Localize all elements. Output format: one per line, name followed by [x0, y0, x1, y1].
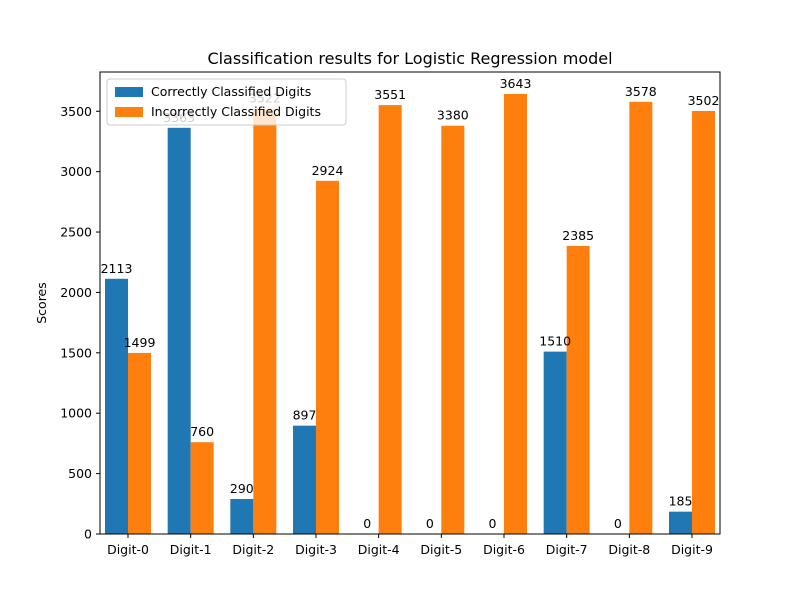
- bar-correct: [167, 127, 191, 534]
- x-tick-label: Digit-8: [608, 542, 650, 557]
- x-axis: Digit-0 Digit-1 Digit-2 Digit-3 Digit-4 Digit…: [107, 534, 713, 557]
- bar-value-label: 3551: [374, 87, 406, 102]
- bar-value-label: 2113: [101, 261, 133, 276]
- bar-labels-layer: 2113149933637602903522897292403551033800…: [101, 76, 720, 531]
- bar-correct: [105, 278, 128, 534]
- bar-incorrect: [441, 125, 465, 534]
- x-tick-label: Digit-7: [546, 542, 588, 557]
- bar-incorrect: [629, 101, 653, 534]
- bar-incorrect: [253, 108, 277, 534]
- x-tick-label: Digit-5: [420, 542, 462, 557]
- bar-value-label: 0: [426, 516, 434, 531]
- legend-label-incorrect: Incorrectly Classified Digits: [151, 104, 321, 119]
- bar-value-label: 185: [669, 494, 693, 509]
- y-tick-label: 0: [84, 527, 92, 542]
- y-tick-label: 500: [68, 466, 92, 481]
- legend-swatch-incorrect: [115, 107, 143, 117]
- legend-label-correct: Correctly Classified Digits: [151, 84, 311, 99]
- bar-value-label: 3578: [625, 84, 657, 99]
- bar-incorrect: [190, 442, 214, 534]
- bar-incorrect: [378, 105, 402, 534]
- legend-frame: [106, 78, 347, 126]
- legend-swatch-correct: [115, 87, 143, 97]
- x-tick-label: Digit-1: [170, 542, 212, 557]
- bar-value-label: 0: [489, 516, 497, 531]
- bar-incorrect: [566, 245, 590, 534]
- y-axis: 0 500 1000 1500 2000 2500 3000 3500: [60, 104, 100, 542]
- y-tick-label: 1000: [60, 406, 92, 421]
- y-tick-label: 2000: [60, 285, 92, 300]
- x-tick-label: Digit-6: [483, 542, 525, 557]
- y-tick-label: 1500: [60, 345, 92, 360]
- bar-value-label: 290: [230, 481, 254, 496]
- bar-value-label: 760: [190, 424, 214, 439]
- bar-value-label: 2924: [312, 163, 344, 178]
- bar-value-label: 1499: [124, 335, 156, 350]
- bar-incorrect: [504, 93, 527, 535]
- chart-title: Classification results for Logistic Regr…: [207, 49, 612, 68]
- bars-layer: [105, 93, 715, 535]
- bar-correct: [293, 425, 316, 534]
- bar-value-label: 3502: [688, 93, 720, 108]
- bar-incorrect: [692, 111, 715, 534]
- y-tick-label: 3000: [60, 164, 92, 179]
- bar-value-label: 3643: [500, 76, 532, 91]
- bar-value-label: 897: [293, 408, 317, 423]
- y-axis-label: Scores: [34, 282, 49, 324]
- bar-value-label: 3380: [437, 108, 469, 123]
- bar-value-label: 2385: [562, 228, 594, 243]
- x-tick-label: Digit-4: [358, 542, 400, 557]
- plot-frame: [99, 71, 721, 535]
- bar-value-label: 0: [363, 516, 371, 531]
- bar-correct: [230, 498, 254, 534]
- y-tick-label: 2500: [60, 225, 92, 240]
- bar-value-label: 1510: [539, 334, 571, 349]
- x-tick-label: Digit-0: [107, 542, 149, 557]
- x-tick-label: Digit-9: [671, 542, 713, 557]
- x-tick-label: Digit-2: [232, 542, 274, 557]
- bar-incorrect: [128, 352, 151, 534]
- bar-value-label: 0: [614, 516, 622, 531]
- bar-correct: [543, 351, 567, 534]
- legend: Correctly Classified Digits Incorrectly …: [106, 78, 347, 126]
- y-tick-label: 3500: [60, 104, 92, 119]
- bar-correct: [669, 511, 692, 534]
- x-tick-label: Digit-3: [295, 542, 337, 557]
- bar-incorrect: [316, 180, 339, 534]
